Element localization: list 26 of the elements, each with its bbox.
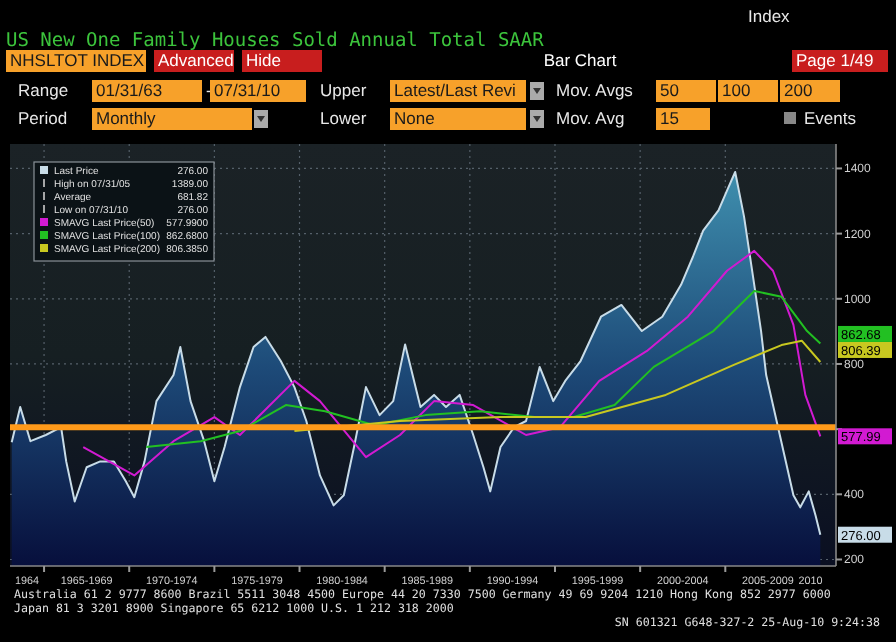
text: 07/31/10 (214, 80, 281, 100)
chart-title: US New One Family Houses Sold Annual Total SAAR (6, 30, 545, 52)
text: 50 (660, 80, 680, 100)
line-series (145, 289, 822, 449)
text: Bar Chart (543, 50, 618, 70)
text: 200 (784, 80, 813, 100)
text: Hide (246, 50, 282, 70)
text: None (394, 108, 436, 128)
text: 100 (722, 80, 751, 100)
text: Monthly (96, 108, 158, 128)
text: Page 1/49 (796, 50, 875, 70)
text: 01/31/63 (96, 80, 163, 100)
text: Period (18, 108, 68, 128)
text: Events (804, 108, 856, 128)
text: Lower (320, 108, 367, 128)
text: Upper (320, 80, 367, 100)
text: - (206, 80, 212, 100)
text: Index (748, 6, 792, 26)
text: NHSLTOT INDEX (10, 50, 145, 70)
text: Mov. Avgs (556, 80, 633, 100)
text: 15 (660, 108, 680, 128)
text: Advanced (158, 50, 235, 70)
text: Range (18, 80, 69, 100)
text: Latest/Last Revi (394, 80, 517, 100)
line-series (293, 339, 822, 433)
text: Mov. Avg (556, 108, 625, 128)
